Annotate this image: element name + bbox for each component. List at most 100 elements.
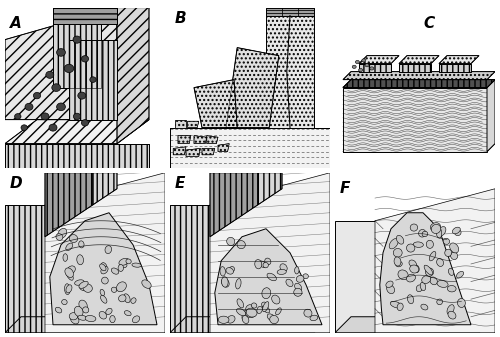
Polygon shape [178, 135, 191, 144]
Bar [282, 7, 298, 10]
Ellipse shape [78, 92, 86, 99]
Ellipse shape [426, 240, 434, 248]
Ellipse shape [246, 305, 252, 311]
Text: A: A [10, 16, 22, 31]
Ellipse shape [237, 299, 244, 308]
Ellipse shape [262, 306, 270, 313]
Ellipse shape [294, 288, 302, 296]
Ellipse shape [69, 313, 78, 320]
Polygon shape [5, 317, 165, 333]
Ellipse shape [430, 251, 436, 261]
Ellipse shape [422, 231, 428, 237]
Ellipse shape [79, 281, 88, 288]
Ellipse shape [132, 263, 141, 267]
Ellipse shape [222, 278, 229, 287]
Ellipse shape [106, 308, 112, 314]
Ellipse shape [101, 266, 108, 274]
Ellipse shape [262, 288, 270, 299]
Ellipse shape [63, 254, 68, 262]
Ellipse shape [85, 315, 96, 321]
Ellipse shape [450, 252, 458, 259]
Polygon shape [343, 72, 495, 80]
Ellipse shape [131, 298, 136, 303]
Polygon shape [218, 144, 229, 152]
Ellipse shape [118, 295, 126, 302]
Ellipse shape [430, 277, 438, 285]
Ellipse shape [105, 246, 112, 253]
Ellipse shape [246, 308, 257, 317]
Ellipse shape [78, 315, 86, 320]
Ellipse shape [272, 295, 280, 304]
Polygon shape [186, 148, 200, 156]
Ellipse shape [126, 259, 131, 264]
Ellipse shape [70, 315, 79, 324]
Ellipse shape [58, 228, 67, 239]
Ellipse shape [421, 304, 428, 310]
Ellipse shape [398, 270, 408, 280]
Ellipse shape [118, 265, 124, 271]
Ellipse shape [303, 274, 308, 279]
Polygon shape [194, 80, 237, 128]
Polygon shape [343, 88, 487, 152]
Ellipse shape [67, 266, 76, 274]
Polygon shape [399, 56, 439, 64]
Ellipse shape [73, 36, 81, 43]
Ellipse shape [386, 285, 394, 294]
Ellipse shape [294, 283, 302, 291]
Ellipse shape [112, 268, 118, 274]
Ellipse shape [226, 268, 234, 274]
Ellipse shape [456, 271, 464, 278]
Ellipse shape [358, 68, 362, 72]
Ellipse shape [100, 264, 106, 271]
Ellipse shape [448, 311, 456, 319]
Bar [282, 10, 298, 13]
Ellipse shape [386, 281, 393, 287]
Polygon shape [194, 135, 207, 144]
Polygon shape [93, 173, 117, 205]
Ellipse shape [437, 299, 442, 305]
Ellipse shape [56, 307, 62, 313]
Polygon shape [50, 213, 157, 325]
Polygon shape [5, 205, 45, 333]
Ellipse shape [409, 260, 416, 267]
Polygon shape [359, 56, 399, 64]
Ellipse shape [62, 300, 67, 305]
Ellipse shape [426, 268, 434, 276]
Ellipse shape [77, 255, 84, 265]
Ellipse shape [265, 258, 271, 265]
Ellipse shape [70, 235, 78, 243]
Text: C: C [423, 16, 434, 31]
Ellipse shape [66, 285, 72, 293]
Polygon shape [487, 80, 495, 152]
Ellipse shape [82, 56, 88, 62]
Ellipse shape [422, 276, 430, 283]
Ellipse shape [66, 243, 73, 250]
Polygon shape [266, 8, 314, 16]
Ellipse shape [242, 310, 248, 320]
Ellipse shape [280, 264, 287, 272]
Ellipse shape [124, 294, 130, 303]
Ellipse shape [259, 261, 266, 268]
Ellipse shape [64, 284, 70, 295]
Polygon shape [53, 8, 101, 88]
Polygon shape [375, 189, 495, 333]
Ellipse shape [410, 265, 419, 273]
Polygon shape [188, 121, 199, 128]
Ellipse shape [56, 234, 63, 240]
Ellipse shape [445, 249, 452, 256]
Ellipse shape [277, 269, 286, 274]
Polygon shape [202, 148, 215, 155]
Ellipse shape [80, 283, 87, 290]
Polygon shape [380, 213, 471, 325]
Ellipse shape [257, 306, 262, 313]
Text: E: E [175, 176, 185, 191]
Ellipse shape [443, 238, 450, 244]
Ellipse shape [296, 275, 304, 282]
Ellipse shape [78, 241, 84, 248]
Polygon shape [5, 120, 149, 144]
Ellipse shape [41, 113, 49, 120]
Ellipse shape [396, 235, 404, 244]
Ellipse shape [246, 309, 256, 317]
Ellipse shape [397, 303, 403, 311]
Polygon shape [439, 64, 471, 72]
